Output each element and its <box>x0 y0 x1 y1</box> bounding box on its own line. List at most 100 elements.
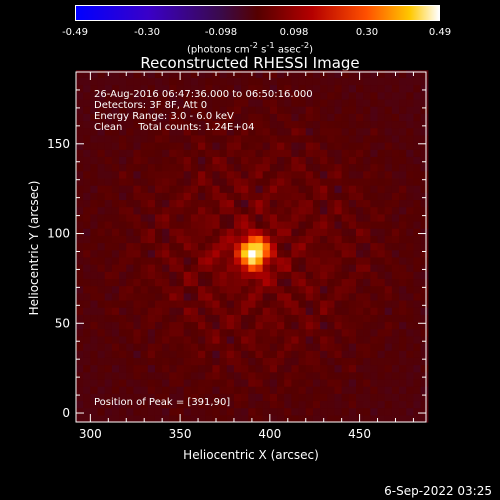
heatmap-cell <box>198 335 206 344</box>
heatmap-cell <box>119 393 127 402</box>
heatmap-cell <box>298 235 307 244</box>
heatmap-cell <box>140 213 149 222</box>
heatmap-cell <box>248 407 257 416</box>
heatmap-cell <box>384 228 393 236</box>
heatmap-cell <box>162 170 170 179</box>
chart-title: Reconstructed RHESSI Image <box>140 54 360 72</box>
heatmap-cell <box>176 407 185 416</box>
heatmap-cell <box>147 371 156 380</box>
heatmap-cell <box>169 170 178 179</box>
heatmap-cell <box>312 414 321 423</box>
heatmap-cell <box>83 228 91 236</box>
heatmap-cell <box>312 84 321 93</box>
heatmap-cell <box>384 321 393 330</box>
heatmap-cell <box>140 77 149 86</box>
heatmap-cell <box>205 350 214 358</box>
heatmap-cell <box>320 335 328 344</box>
heatmap-cell <box>176 134 185 143</box>
heatmap-cell <box>298 77 307 86</box>
heatmap-cell <box>248 307 257 315</box>
heatmap-cell <box>83 407 91 416</box>
heatmap-cell <box>97 149 106 157</box>
heatmap-cell <box>83 220 91 229</box>
heatmap-cell <box>154 350 163 358</box>
heatmap-cell <box>169 414 178 423</box>
heatmap-cell <box>104 192 113 201</box>
heatmap-cell <box>356 199 364 208</box>
heatmap-cell <box>348 249 357 258</box>
heatmap-cell <box>169 299 178 308</box>
heatmap-cell <box>90 91 99 100</box>
heatmap-cell <box>291 242 300 251</box>
heatmap-cell <box>241 70 249 78</box>
heatmap-cell <box>90 142 99 150</box>
heatmap-cell <box>413 350 422 358</box>
heatmap-cell <box>320 228 328 236</box>
heatmap-cell <box>356 220 364 229</box>
heatmap-cell <box>183 343 192 351</box>
heatmap-cell <box>377 378 386 387</box>
heatmap-cell <box>327 321 336 330</box>
heatmap-cell <box>298 335 307 344</box>
heatmap-cell <box>341 335 350 344</box>
heatmap-cell <box>262 98 271 107</box>
heatmap-cell <box>284 98 292 107</box>
heatmap-cell <box>183 77 192 86</box>
x-tick-label: 400 <box>258 427 281 441</box>
heatmap-cell <box>291 70 300 78</box>
heatmap-cell <box>406 256 415 265</box>
colorbar <box>75 5 440 21</box>
heatmap-cell <box>255 393 264 402</box>
heatmap-cell <box>219 156 228 165</box>
heatmap-cell <box>97 285 106 294</box>
heatmap-cell <box>312 343 321 351</box>
heatmap-cell <box>90 98 99 107</box>
heatmap-cell <box>162 199 170 208</box>
heatmap-cell <box>420 192 429 201</box>
heatmap-cell <box>104 142 113 150</box>
heatmap-cell <box>248 177 257 186</box>
heatmap-cell <box>363 170 371 179</box>
heatmap-cell <box>111 70 120 78</box>
heatmap-cell <box>298 393 307 402</box>
heatmap-cell <box>327 235 336 244</box>
heatmap-cell <box>399 242 407 251</box>
heatmap-cell <box>90 163 99 172</box>
heatmap-cell <box>370 142 379 150</box>
heatmap-cell <box>90 106 99 114</box>
heatmap-cell <box>212 371 221 380</box>
heatmap-cell <box>391 199 400 208</box>
heatmap-cell <box>284 206 292 215</box>
heatmap-cell <box>154 163 163 172</box>
heatmap-cell <box>413 371 422 380</box>
heatmap-cell <box>119 235 127 244</box>
heatmap-cell <box>76 393 84 402</box>
heatmap-cell <box>183 127 192 136</box>
heatmap-cell <box>83 192 91 201</box>
heatmap-cell <box>190 177 199 186</box>
heatmap-cell <box>341 142 350 150</box>
heatmap-cell <box>90 400 99 409</box>
heatmap-cell <box>205 343 214 351</box>
heatmap-cell <box>399 400 407 409</box>
heatmap-cell <box>111 106 120 114</box>
heatmap-cell <box>291 350 300 358</box>
heatmap-cell <box>140 400 149 409</box>
heatmap-cell <box>341 70 350 78</box>
heatmap-cell <box>212 242 221 251</box>
heatmap-cell <box>262 400 271 409</box>
heatmap-cell <box>255 271 264 280</box>
heatmap-cell <box>205 199 214 208</box>
heatmap-cell <box>320 400 328 409</box>
heatmap-cell <box>133 113 142 122</box>
heatmap-cell <box>147 400 156 409</box>
heatmap-cell <box>341 371 350 380</box>
heatmap-cell <box>277 386 285 394</box>
heatmap-cell <box>219 343 228 351</box>
heatmap-cell <box>327 271 336 280</box>
heatmap-cell <box>119 91 127 100</box>
heatmap-cell <box>305 271 314 280</box>
heatmap-cell <box>248 400 257 409</box>
heatmap-cell <box>76 350 84 358</box>
